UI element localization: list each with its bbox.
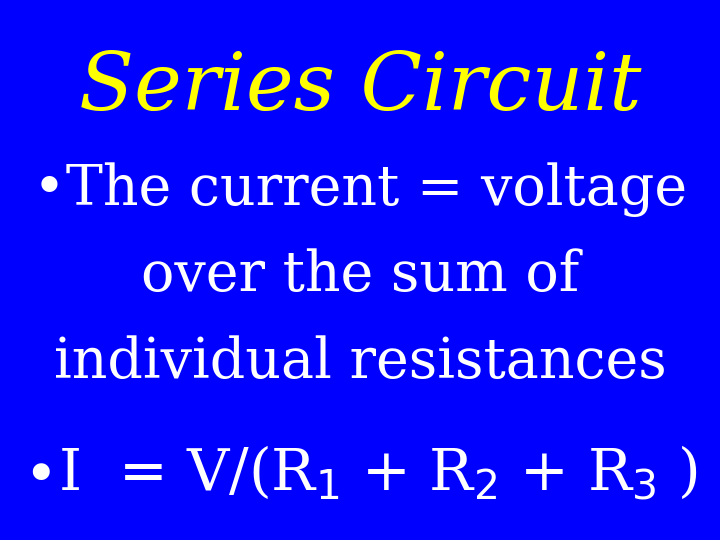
Text: Series Circuit: Series Circuit xyxy=(78,49,642,126)
Text: over the sum of: over the sum of xyxy=(141,248,579,303)
Text: $\bullet$I  = V/(R$_1$ + R$_2$ + R$_3$ ): $\bullet$I = V/(R$_1$ + R$_2$ + R$_3$ ) xyxy=(22,443,698,502)
Text: •The current = voltage: •The current = voltage xyxy=(33,162,687,217)
Text: individual resistances: individual resistances xyxy=(53,335,667,389)
